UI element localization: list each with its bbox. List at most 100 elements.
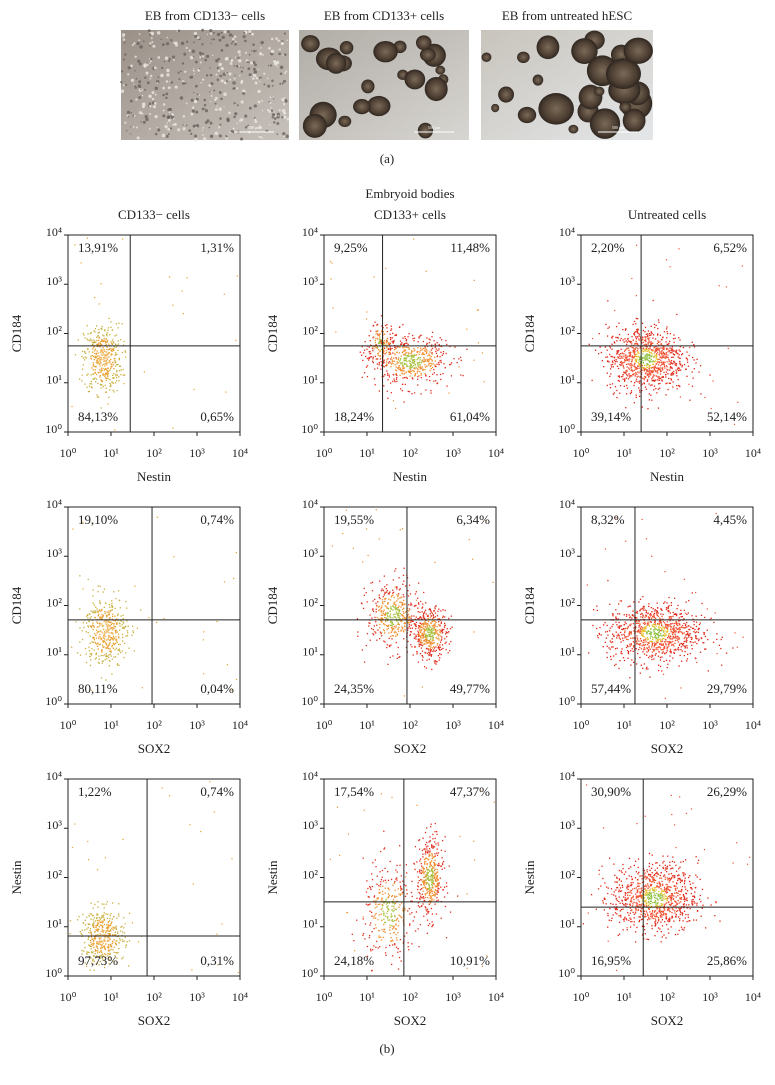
cell-speck <box>149 113 152 115</box>
event-dot <box>92 628 94 631</box>
event-dot <box>121 627 124 629</box>
event-dot <box>103 369 106 371</box>
event-dot <box>408 584 411 586</box>
event-dot <box>441 629 444 632</box>
event-dot <box>651 625 654 627</box>
event-dot <box>671 633 674 636</box>
event-dot <box>92 602 94 604</box>
event-dot <box>392 629 394 631</box>
cell-speck <box>174 85 178 89</box>
cell-speck <box>279 82 282 85</box>
event-dot <box>678 626 681 629</box>
event-dot <box>661 638 663 641</box>
event-dot <box>424 623 426 625</box>
event-dot <box>92 622 94 624</box>
event-dot <box>630 643 632 645</box>
event-dot <box>378 364 380 366</box>
event-dot <box>617 633 619 635</box>
event-dot <box>428 639 431 642</box>
event-dot <box>429 609 432 611</box>
event-dot <box>665 371 668 373</box>
event-dot <box>630 380 632 383</box>
event-dot <box>636 318 639 320</box>
cell-speck <box>156 31 161 35</box>
event-dot <box>657 636 660 639</box>
event-dot <box>641 667 644 670</box>
event-dot <box>422 615 425 618</box>
cell-speck <box>209 134 214 138</box>
event-dot <box>673 645 675 647</box>
event-dot <box>404 603 406 605</box>
event-dot <box>644 627 646 629</box>
event-dot <box>384 613 387 616</box>
event-dot <box>655 356 657 359</box>
event-dot <box>636 244 638 246</box>
event-dot <box>668 610 670 612</box>
event-dot <box>633 637 635 639</box>
event-dot <box>109 650 111 652</box>
event-dot <box>387 607 390 610</box>
event-dot <box>389 616 391 618</box>
event-dot <box>109 636 112 638</box>
event-dot <box>412 378 414 380</box>
event-dot <box>424 620 427 622</box>
event-dot <box>96 394 98 396</box>
cell-speck <box>130 64 133 68</box>
event-dot <box>101 651 103 653</box>
cell-speck <box>286 39 288 41</box>
event-dot <box>651 644 653 646</box>
event-dot <box>436 660 438 663</box>
event-dot <box>101 608 103 611</box>
event-dot <box>432 617 435 619</box>
event-dot <box>420 644 423 646</box>
event-dot <box>430 650 432 653</box>
event-dot <box>666 337 668 339</box>
event-dot <box>378 362 381 364</box>
event-dot <box>111 602 113 604</box>
event-dot <box>674 364 676 366</box>
event-dot <box>98 636 100 638</box>
event-dot <box>396 374 398 377</box>
event-dot <box>435 350 437 353</box>
event-dot <box>426 360 428 362</box>
event-dot <box>419 631 422 634</box>
event-dot <box>386 617 388 620</box>
cell-speck <box>233 115 236 119</box>
quadrant-label: 52,14% <box>707 409 747 424</box>
event-dot <box>656 351 659 353</box>
event-dot <box>114 361 117 363</box>
cell-speck <box>130 133 132 135</box>
event-dot <box>108 628 110 631</box>
event-dot <box>98 658 100 660</box>
event-dot <box>386 347 388 349</box>
event-dot <box>618 333 621 336</box>
event-dot <box>676 613 678 615</box>
event-dot <box>631 360 633 362</box>
event-dot <box>622 373 624 376</box>
event-dot <box>376 338 379 340</box>
event-dot <box>79 627 81 629</box>
event-dot <box>610 366 613 368</box>
event-dot <box>83 626 85 629</box>
event-dot <box>394 625 396 628</box>
event-dot <box>98 363 100 366</box>
event-dot <box>623 367 625 369</box>
event-dot <box>357 635 359 637</box>
event-dot <box>401 369 404 371</box>
event-dot <box>393 602 395 604</box>
event-dot <box>667 624 669 627</box>
event-dot <box>627 657 629 659</box>
event-dot <box>392 592 394 594</box>
event-dot <box>89 625 92 627</box>
event-dot <box>613 655 615 657</box>
event-dot <box>422 603 424 605</box>
cell-speck <box>234 74 236 76</box>
event-dot <box>104 356 106 358</box>
cell-speck <box>150 37 153 40</box>
cell-speck <box>211 38 213 41</box>
event-dot <box>647 343 649 345</box>
event-dot <box>635 616 637 619</box>
event-dot <box>421 650 424 652</box>
event-dot <box>400 358 402 360</box>
event-dot <box>649 631 651 633</box>
